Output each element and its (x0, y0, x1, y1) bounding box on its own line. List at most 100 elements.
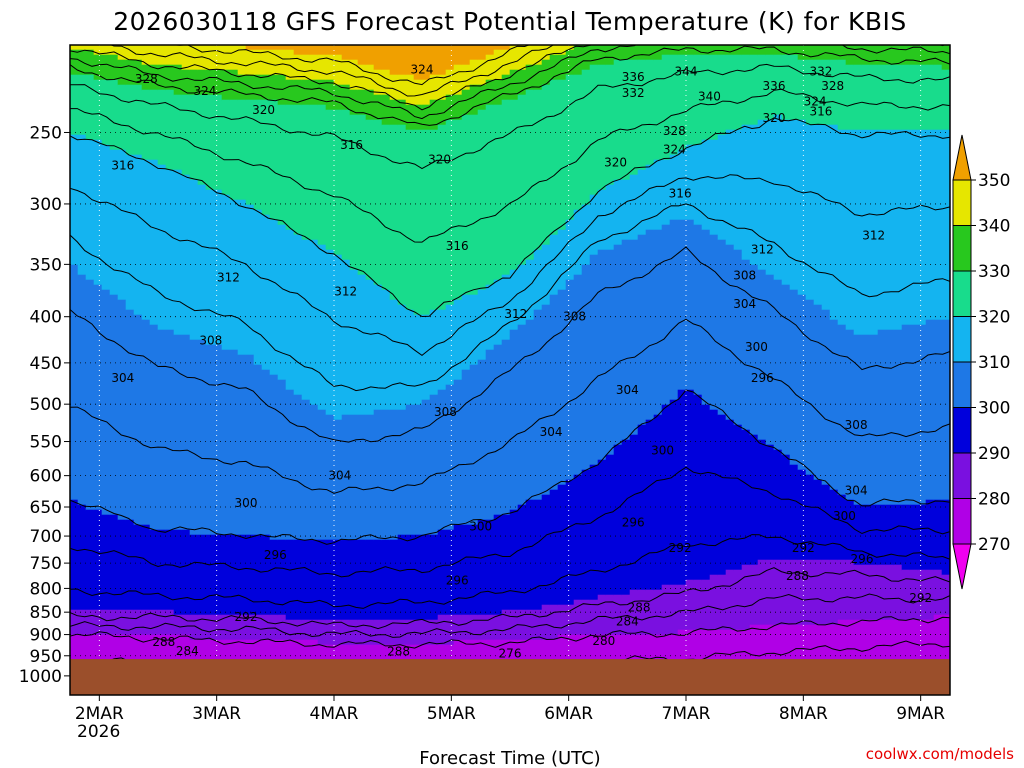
field-cell (645, 229, 655, 421)
field-cell (821, 624, 831, 691)
field-cell (429, 45, 439, 76)
field-cell (853, 45, 863, 66)
field-cell (461, 294, 471, 371)
y-tick-label: 950 (30, 647, 62, 667)
field-cell (813, 59, 823, 126)
field-cell (237, 99, 247, 201)
field-cell (709, 574, 719, 631)
field-cell (197, 184, 207, 341)
field-cell (525, 89, 535, 261)
isoline-344 (109, 45, 555, 97)
field-cell (85, 509, 95, 611)
isoline-288 (70, 567, 950, 630)
field-cell (869, 45, 879, 66)
field-cell (197, 534, 207, 616)
colorbar-bottom-arrow (952, 543, 972, 590)
field-cell (165, 329, 175, 531)
field-cell (901, 504, 911, 571)
field-cell (413, 129, 423, 316)
field-cell (797, 119, 807, 296)
field-cell (557, 604, 567, 636)
field-cell (429, 534, 439, 621)
x-year-label: 2026 (77, 722, 120, 742)
field-cell (709, 409, 719, 576)
field-cell (837, 45, 847, 61)
field-cell (293, 104, 303, 236)
contour-label: 340 (698, 89, 721, 103)
field-cell (693, 394, 703, 581)
field-cell (813, 559, 823, 626)
y-tick-label: 250 (30, 123, 62, 143)
field-cell (837, 324, 847, 496)
field-cell (589, 599, 599, 636)
contour-label: 300 (235, 496, 258, 510)
field-cell (861, 564, 871, 621)
field-cell (477, 109, 487, 291)
field-cell (461, 614, 471, 641)
field-cell (581, 45, 591, 71)
field-cell (397, 534, 407, 621)
field-cell (349, 114, 359, 271)
field-cell (725, 419, 735, 571)
field-cell (213, 189, 223, 346)
field-cell (93, 509, 103, 611)
colorbar-label: 270 (978, 535, 1010, 555)
field-cell (165, 169, 175, 331)
field-cell (429, 619, 439, 646)
field-cell (77, 74, 87, 136)
y-tick-label: 550 (30, 433, 62, 453)
field-cell (581, 599, 591, 636)
y-tick-label: 450 (30, 354, 62, 374)
field-cell (597, 189, 607, 251)
field-cell (597, 594, 607, 636)
field-cell (261, 214, 271, 371)
field-cell (773, 449, 783, 561)
field-cell (509, 45, 519, 71)
field-cell (725, 244, 735, 421)
field-cell (933, 499, 943, 571)
field-cell (381, 409, 391, 541)
field-cell (245, 74, 255, 101)
field-cell (749, 564, 759, 626)
field-cell (661, 224, 671, 406)
field-cell (333, 109, 343, 256)
field-cell (445, 384, 455, 531)
field-cell (445, 529, 455, 616)
field-cell (901, 619, 911, 686)
field-cell (837, 559, 847, 621)
field-cell (125, 609, 135, 636)
field-cell (629, 174, 639, 241)
field-cell (885, 129, 895, 331)
field-cell (549, 294, 559, 491)
contour-label: 304 (328, 469, 351, 483)
field-cell (261, 614, 271, 641)
isoline-340 (70, 45, 946, 111)
field-cell (797, 469, 807, 561)
field-cell (301, 399, 311, 541)
field-cell (245, 45, 255, 51)
field-cell (877, 504, 887, 566)
field-cell (797, 45, 807, 61)
field-cell (429, 129, 439, 311)
field-cell (885, 619, 895, 686)
contour-label: 332 (622, 86, 645, 100)
field-cell (837, 129, 847, 326)
field-cell (437, 45, 447, 76)
field-cell (541, 59, 551, 86)
field-cell (557, 54, 567, 81)
field-cell (605, 64, 615, 186)
field-cell (725, 45, 735, 56)
field-cell (381, 94, 391, 126)
field-cell (549, 45, 559, 56)
colorbar-label: 320 (978, 308, 1010, 328)
contour-label: 292 (792, 541, 815, 555)
field-cell (709, 45, 719, 56)
field-cell (405, 129, 415, 311)
field-cell (677, 584, 687, 631)
field-cell (301, 79, 311, 106)
field-cell (389, 74, 399, 101)
colorbar-segment (952, 361, 972, 408)
field-cell (677, 54, 687, 151)
field-cell (621, 439, 631, 596)
field-cell (733, 129, 743, 251)
